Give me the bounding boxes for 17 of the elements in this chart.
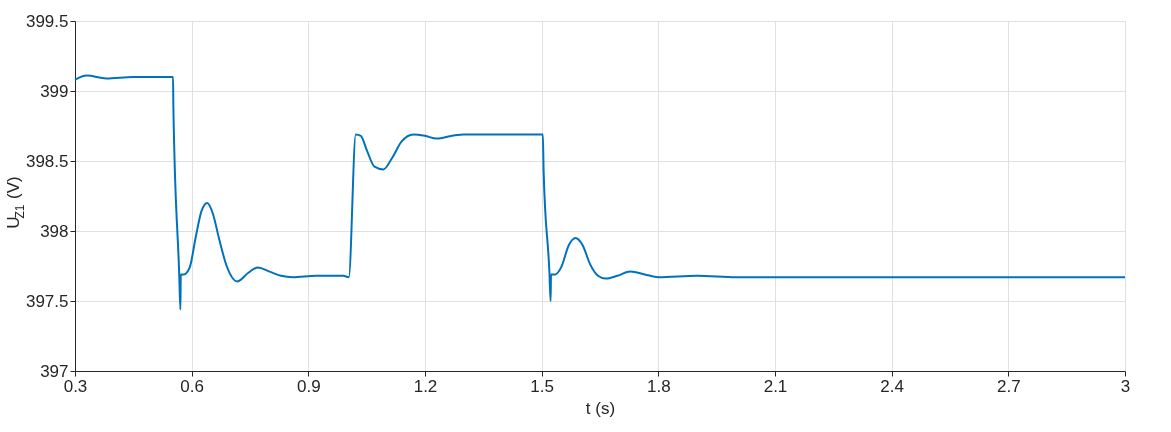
y-tick-label: 398: [40, 221, 69, 241]
x-tick-label: 2.1: [763, 376, 788, 396]
y-tick-label: 399: [40, 81, 69, 101]
x-tick-label: 1.5: [530, 376, 554, 396]
x-tick-label: 2.4: [880, 376, 904, 396]
x-tick-label: 1.8: [647, 376, 671, 396]
y-tick-label: 397.5: [25, 291, 69, 311]
x-tick-label: 0.9: [297, 376, 321, 396]
y-tick-label: 398.5: [25, 151, 69, 171]
x-tick-label: 3: [1120, 376, 1131, 396]
x-tick-label: 1.2: [413, 376, 438, 396]
y-tick-label: 399.5: [25, 11, 69, 31]
x-axis-title: t (s): [585, 398, 616, 418]
x-tick-label: 2.7: [997, 376, 1021, 396]
line-series: [74, 74, 1126, 311]
y-axis-title: UZ1 (V): [4, 176, 27, 229]
x-tick-label: 0.6: [180, 376, 204, 396]
